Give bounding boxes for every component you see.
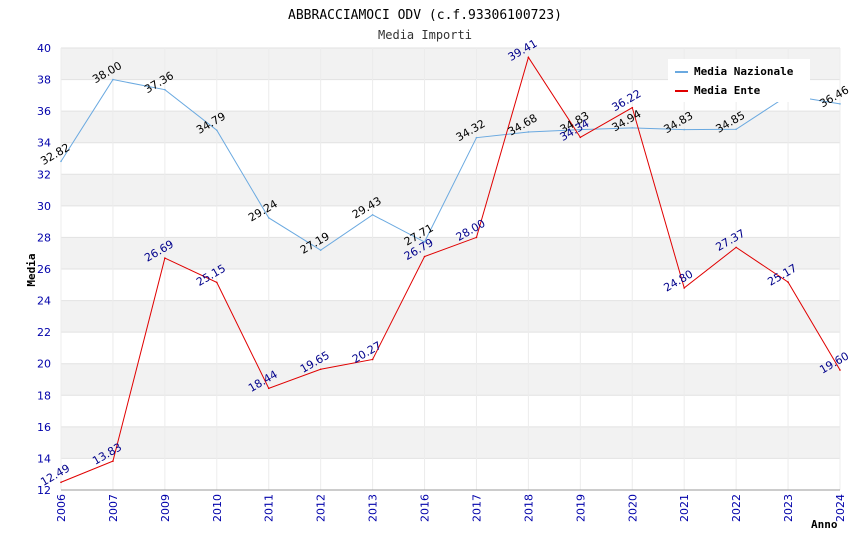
- data-point: [60, 160, 62, 163]
- data-point: [371, 358, 374, 361]
- x-tick-label: 2012: [315, 494, 328, 522]
- data-point: [735, 246, 737, 249]
- grid-band: [61, 111, 840, 143]
- x-tick-label: 2009: [159, 494, 172, 522]
- data-point: [267, 387, 270, 390]
- y-tick-label: 38: [37, 74, 51, 87]
- grid-band: [61, 205, 840, 238]
- y-tick-label: 26: [37, 263, 51, 276]
- data-point: [319, 249, 322, 252]
- y-tick-label: 32: [37, 168, 51, 181]
- chart-title: ABBRACCIAMOCI ODV (c.f.93306100723): [288, 8, 562, 23]
- series-line-media-nazionale: [60, 79, 841, 251]
- grid-band: [61, 458, 840, 490]
- data-point: [787, 281, 789, 283]
- data-point: [735, 128, 737, 131]
- y-tick-label: 36: [37, 105, 51, 118]
- y-tick-label: 16: [37, 421, 51, 434]
- y-axis-ticks: 12 14 16 18 20 22 24 26 28 30 32 34 36 38 40: [37, 42, 51, 497]
- grid-band: [61, 332, 840, 364]
- series-line-media-ente: [60, 56, 841, 483]
- data-point: [423, 241, 426, 243]
- y-tick-label: 28: [37, 231, 51, 244]
- grid-band: [61, 426, 840, 459]
- y-axis-label: Media: [25, 253, 38, 286]
- legend: Media Nazionale Media Ente: [668, 59, 810, 102]
- y-tick-label: 14: [37, 452, 51, 465]
- data-point: [527, 56, 530, 59]
- x-tick-label: 2019: [574, 494, 587, 522]
- data-point: [267, 217, 270, 219]
- chart-subtitle: Media Importi: [378, 28, 472, 42]
- data-point: [631, 127, 634, 129]
- x-tick-label: 2020: [626, 494, 639, 522]
- grid-bands: [60, 47, 841, 491]
- data-point: [839, 369, 841, 371]
- grid-band: [61, 363, 840, 396]
- data-point: [112, 460, 114, 462]
- x-tick-label: 2011: [263, 494, 276, 522]
- data-point: [475, 236, 478, 239]
- data-point: [683, 128, 685, 131]
- y-tick-label: 18: [37, 389, 51, 402]
- data-point: [579, 136, 582, 139]
- y-tick-label: 30: [37, 200, 51, 213]
- x-tick-label: 2006: [55, 494, 68, 522]
- data-point: [112, 78, 114, 81]
- y-tick-label: 12: [37, 484, 51, 497]
- data-point: [423, 255, 426, 258]
- x-axis-ticks: 2006 2007 2009 2010 2011 2012 2013 2016 2017 2018…: [55, 494, 847, 522]
- x-tick-label: 2016: [419, 494, 432, 522]
- legend-box: [668, 59, 810, 102]
- series-group: [60, 56, 841, 484]
- data-point: [216, 129, 218, 132]
- data-point: [60, 481, 62, 484]
- y-tick-label: 40: [37, 42, 51, 55]
- x-tick-label: 2024: [834, 494, 847, 522]
- y-tick-label: 22: [37, 326, 51, 339]
- x-tick-label: 2007: [107, 494, 120, 522]
- data-point: [475, 136, 478, 139]
- data-point: [579, 128, 582, 131]
- y-tick-label: 34: [37, 137, 51, 150]
- grid-band: [61, 300, 840, 333]
- x-tick-label: 2010: [211, 494, 224, 522]
- x-tick-label: 2022: [730, 494, 743, 522]
- data-point: [371, 214, 374, 216]
- data-point: [164, 257, 166, 259]
- x-tick-label: 2021: [678, 494, 691, 522]
- y-tick-label: 24: [37, 295, 51, 308]
- data-point: [319, 368, 322, 371]
- grid-band: [61, 395, 840, 427]
- data-point: [631, 106, 634, 109]
- data-point: [527, 131, 530, 133]
- data-point: [839, 103, 841, 105]
- x-tick-label: 2023: [782, 494, 795, 522]
- data-point: [164, 88, 166, 91]
- legend-label-nazionale: Media Nazionale: [694, 65, 794, 78]
- x-axis-label: Anno: [811, 518, 838, 531]
- data-point: [683, 287, 685, 289]
- x-tick-label: 2013: [367, 494, 380, 522]
- x-tick-label: 2017: [470, 494, 483, 522]
- x-tick-label: 2018: [522, 494, 535, 522]
- y-tick-label: 20: [37, 358, 51, 371]
- legend-label-ente: Media Ente: [694, 84, 761, 97]
- grid-band: [61, 269, 840, 301]
- data-point: [216, 281, 218, 284]
- grid-band: [61, 237, 840, 269]
- grid-band: [61, 142, 840, 175]
